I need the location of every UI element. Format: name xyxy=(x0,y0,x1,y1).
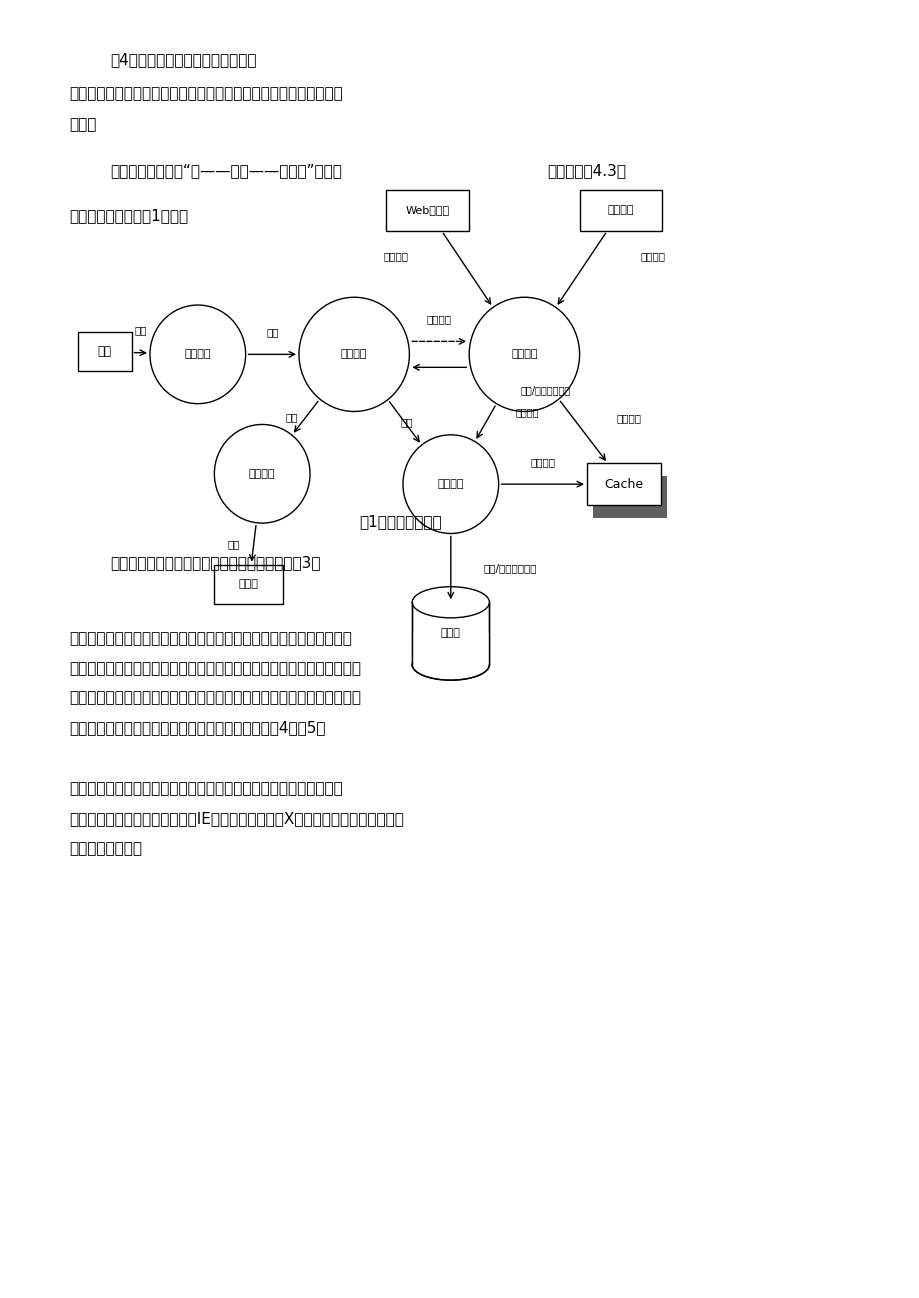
Text: 读取/保存网页信息: 读取/保存网页信息 xyxy=(483,563,537,572)
Text: 管理会因状况的差异而作出差异反应，为了保证需求分析的精确性，对上: 管理会因状况的差异而作出差异反应，为了保证需求分析的精确性，对上 xyxy=(69,691,360,706)
Text: 通过进一步分析可知，输出把持跟网页表示功能是特不单一的，消息传: 通过进一步分析可知，输出把持跟网页表示功能是特不单一的，消息传 xyxy=(69,631,351,646)
Ellipse shape xyxy=(403,435,498,533)
Text: 按照用户需求，得採状况的流程。［见附录二图3］: 按照用户需求，得採状况的流程。［见附录二图3］ xyxy=(110,556,321,571)
Text: 网页获取: 网页获取 xyxy=(426,314,451,324)
Ellipse shape xyxy=(214,424,310,523)
Text: 图1　　货色关系图: 图1 货色关系图 xyxy=(358,514,441,530)
Text: 显示: 显示 xyxy=(286,411,298,422)
Bar xyxy=(78,332,131,371)
Text: （4）网页表示：与表示器打交道。: （4）网页表示：与表示器打交道。 xyxy=(110,52,256,67)
Text: 显示: 显示 xyxy=(227,539,239,549)
Bar xyxy=(579,190,662,231)
Text: 网页获取: 网页获取 xyxy=(616,413,641,423)
Ellipse shape xyxy=(469,297,579,411)
Text: 缓存管理: 缓存管理 xyxy=(437,479,463,489)
Text: 保存网页: 保存网页 xyxy=(515,408,539,417)
Text: 这些货色的关系如图1所示：: 这些货色的关系如图1所示： xyxy=(69,208,187,223)
Text: Cache: Cache xyxy=(604,478,642,491)
Text: 请求: 请求 xyxy=(134,326,147,335)
Bar xyxy=(214,565,283,604)
Bar xyxy=(593,476,666,518)
Bar xyxy=(412,633,489,665)
Ellipse shape xyxy=(412,587,489,618)
Text: 请求: 请求 xyxy=(266,327,278,337)
Text: Web服务器: Web服务器 xyxy=(405,205,449,215)
Text: 递跟系统把持在完成时将会採握落状况的支持而变得复杂。网页猎取缓存: 递跟系统把持在完成时将会採握落状况的支持而变得复杂。网页猎取缓存 xyxy=(69,661,360,676)
Bar xyxy=(412,602,489,665)
Text: 货色。: 货色。 xyxy=(69,117,96,132)
Text: 述两个货色的形状转换停顿分析。　　［见附录二图4与图5］: 述两个货色的形状转换停顿分析。 ［见附录二图4与图5］ xyxy=(69,720,325,736)
Text: 显示器: 显示器 xyxy=(239,579,258,589)
Text: 网页获取: 网页获取 xyxy=(383,252,408,261)
Text: 输入控刻: 输入控刻 xyxy=(185,349,210,360)
Text: 在货色的分不判定后，为了保证做出来的软件应用户把持起来便利，: 在货色的分不判定后，为了保证做出来的软件应用户把持起来便利， xyxy=(69,781,343,797)
Ellipse shape xyxy=(299,297,409,411)
Text: ［见附录二4.3］: ［见附录二4.3］ xyxy=(547,164,626,179)
Text: 用户: 用户 xyxy=(97,345,112,358)
Text: 请求: 请求 xyxy=(400,418,412,427)
Text: 系统控刻: 系统控刻 xyxy=(341,349,367,360)
Bar xyxy=(586,463,660,505)
Text: 然后，为了把持系统，调跟任务，又判定了系统把持跟消息转达两个: 然后，为了把持系统，调跟任务，又判定了系统把持跟消息转达两个 xyxy=(69,86,343,101)
Text: 网页获取: 网页获取 xyxy=(511,349,537,360)
Text: 附录二第五部分］: 附录二第五部分］ xyxy=(69,841,142,857)
Ellipse shape xyxy=(412,649,489,680)
Text: 网页显示: 网页显示 xyxy=(249,469,275,479)
Text: 数据库: 数据库 xyxy=(440,628,460,639)
Text: 网页获取: 网页获取 xyxy=(640,252,664,261)
Text: 在获得用户见解的同时参考　　IE的界面，对浏览器X的界面停顿了规那么。［见: 在获得用户见解的同时参考 IE的界面，对浏览器X的界面停顿了规那么。［见 xyxy=(69,811,403,827)
Text: 保存网页: 保存网页 xyxy=(529,457,555,467)
Text: 对这六个货色树破“类——任务——协作者”模型。: 对这六个货色树破“类——任务——协作者”模型。 xyxy=(110,164,342,179)
Text: 本地硬盘: 本地硬盘 xyxy=(607,205,633,215)
Ellipse shape xyxy=(150,305,245,404)
Bar xyxy=(386,190,469,231)
Text: 读取/保存网页信息: 读取/保存网页信息 xyxy=(520,386,570,395)
